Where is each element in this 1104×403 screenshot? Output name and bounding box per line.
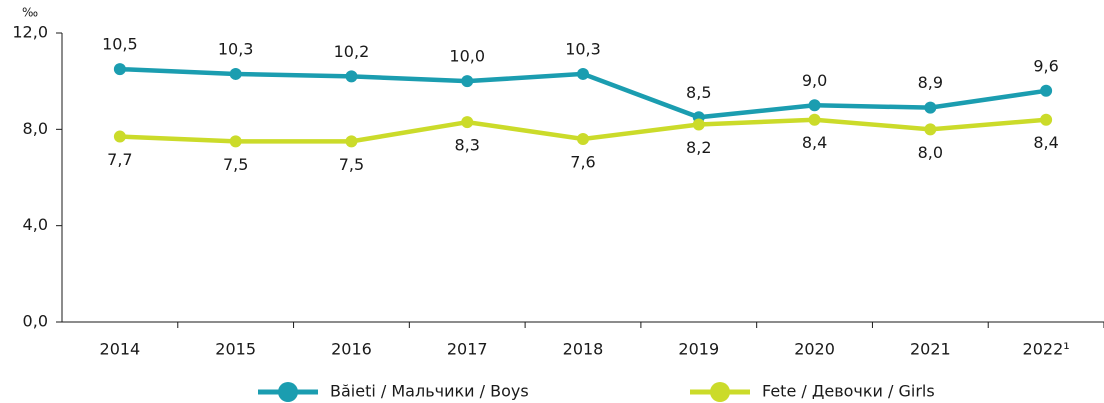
legend-marker — [278, 382, 298, 402]
data-point — [577, 132, 589, 145]
data-label: 10,5 — [102, 35, 138, 54]
data-label: 9,6 — [1033, 56, 1058, 75]
y-tick-label: 0,0 — [23, 312, 48, 331]
data-point — [113, 130, 126, 143]
x-tick-label: 2017 — [447, 340, 488, 359]
data-label: 10,0 — [449, 47, 485, 66]
data-point — [345, 135, 358, 148]
data-point — [808, 99, 821, 112]
data-point — [345, 70, 358, 83]
y-unit: ‰ — [22, 6, 38, 20]
legend-marker — [710, 382, 730, 402]
data-label: 8,4 — [1033, 133, 1058, 152]
data-label: 8,0 — [918, 143, 943, 162]
data-label: 10,2 — [334, 42, 370, 61]
data-point — [229, 135, 242, 148]
y-tick-label: 12,0 — [12, 23, 48, 42]
data-point — [1040, 113, 1053, 126]
legend-label: Băieti / Мальчики / Boys — [330, 382, 529, 401]
x-tick-label: 2015 — [215, 340, 256, 359]
legend-label: Fete / Девочки / Girls — [762, 382, 935, 401]
data-point — [924, 101, 937, 114]
data-point — [808, 113, 821, 126]
data-label: 10,3 — [218, 39, 254, 58]
data-label: 8,2 — [686, 138, 711, 157]
data-label: 8,3 — [454, 136, 479, 155]
data-label: 9,0 — [802, 71, 827, 90]
y-tick-label: 4,0 — [23, 215, 48, 234]
x-tick-label: 2021 — [910, 340, 951, 359]
x-tick-label: 2016 — [331, 340, 372, 359]
data-label: 8,4 — [802, 133, 827, 152]
data-label: 8,9 — [918, 73, 943, 92]
data-label: 7,5 — [223, 155, 248, 174]
x-tick-label: 2014 — [100, 340, 141, 359]
y-tick-label: 8,0 — [23, 119, 48, 138]
data-point — [692, 118, 705, 131]
x-tick-label: 2020 — [794, 340, 835, 359]
data-label: 7,5 — [339, 155, 364, 174]
data-label: 7,6 — [570, 152, 595, 171]
x-tick-label: 2018 — [563, 340, 604, 359]
data-point — [924, 123, 937, 136]
data-point — [577, 67, 589, 80]
data-point — [1040, 84, 1053, 97]
data-label: 10,3 — [565, 39, 601, 58]
data-point — [461, 75, 474, 88]
data-point — [229, 67, 242, 80]
x-tick-label: 2022¹ — [1023, 340, 1070, 359]
data-point — [113, 63, 126, 76]
data-label: 8,5 — [686, 83, 711, 102]
x-tick-label: 2019 — [678, 340, 719, 359]
data-point — [461, 116, 474, 129]
data-label: 7,7 — [107, 150, 132, 169]
